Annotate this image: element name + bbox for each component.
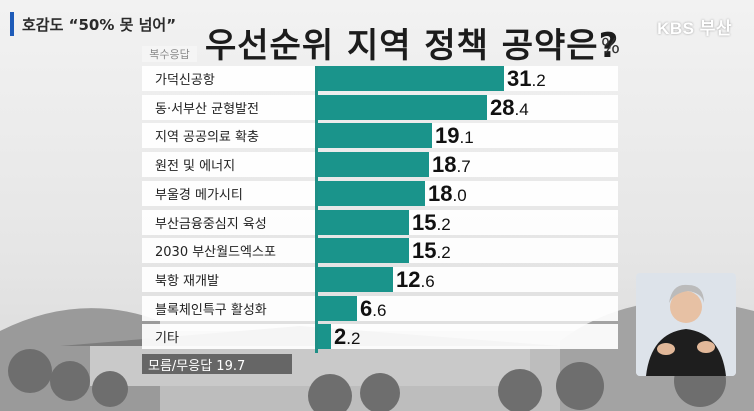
category-label: 동·서부산 균형발전	[155, 102, 259, 117]
chart-title: 우선순위 지역 정책 공약은?	[205, 26, 620, 66]
value-label: 28.4	[490, 95, 529, 120]
axis-line	[315, 66, 318, 353]
category-label: 지역 공공의료 확충	[155, 130, 259, 145]
category-label: 부산금융중심지 육성	[155, 217, 267, 232]
value-integer: 18	[428, 181, 453, 206]
bar	[318, 152, 429, 177]
category-label: 원전 및 에너지	[155, 159, 236, 174]
value-label: 12.6	[396, 267, 435, 292]
value-decimal: .0	[452, 186, 467, 205]
value-decimal: .4	[514, 100, 529, 119]
value-decimal: .2	[531, 71, 546, 90]
value-label: 15.2	[412, 238, 451, 263]
value-integer: 31	[507, 66, 532, 91]
category-label: 2030 부산월드엑스포	[155, 245, 276, 260]
bar	[318, 123, 432, 148]
value-decimal: .2	[346, 329, 361, 348]
category-label: 부울경 메가시티	[155, 188, 243, 203]
row-background	[142, 324, 618, 349]
value-integer: 18	[432, 152, 457, 177]
category-label: 기타	[155, 331, 179, 346]
no-response-label: 모름/무응답 19.7	[142, 354, 292, 374]
tag-marker	[10, 12, 14, 36]
value-integer: 12	[396, 267, 421, 292]
bar	[318, 324, 331, 349]
bar	[318, 210, 409, 235]
bar	[318, 66, 504, 91]
category-label: 가덕신공항	[155, 73, 215, 88]
program-tag-text: 호감도 “50% 못 넘어”	[22, 15, 177, 34]
value-label: 31.2	[507, 66, 546, 91]
broadcaster-logo: KBS 부산	[657, 19, 732, 38]
unit-label: %	[601, 34, 621, 58]
value-integer: 28	[490, 95, 515, 120]
bar	[318, 267, 393, 292]
value-decimal: .7	[456, 157, 471, 176]
row-background	[142, 296, 618, 321]
sign-language-interpreter	[636, 273, 736, 376]
value-label: 18.0	[428, 181, 467, 206]
program-tag: 호감도 “50% 못 넘어”	[10, 10, 176, 38]
value-label: 15.2	[412, 210, 451, 235]
value-decimal: .2	[436, 215, 451, 234]
category-label: 블록체인특구 활성화	[155, 303, 267, 318]
value-integer: 15	[412, 210, 437, 235]
bar	[318, 296, 357, 321]
value-decimal: .1	[459, 128, 474, 147]
bar	[318, 238, 409, 263]
value-integer: 6	[360, 296, 373, 321]
value-integer: 2	[334, 324, 347, 349]
multiple-response-tag: 복수응답	[142, 46, 197, 62]
value-label: 18.7	[432, 152, 471, 177]
value-integer: 19	[435, 123, 460, 148]
value-label: 2.2	[334, 324, 360, 349]
value-decimal: .2	[436, 243, 451, 262]
value-label: 19.1	[435, 123, 474, 148]
bar	[318, 181, 425, 206]
value-label: 6.6	[360, 296, 386, 321]
category-label: 북항 재개발	[155, 274, 219, 289]
value-integer: 15	[412, 238, 437, 263]
value-decimal: .6	[372, 301, 387, 320]
bar	[318, 95, 487, 120]
value-decimal: .6	[420, 272, 435, 291]
